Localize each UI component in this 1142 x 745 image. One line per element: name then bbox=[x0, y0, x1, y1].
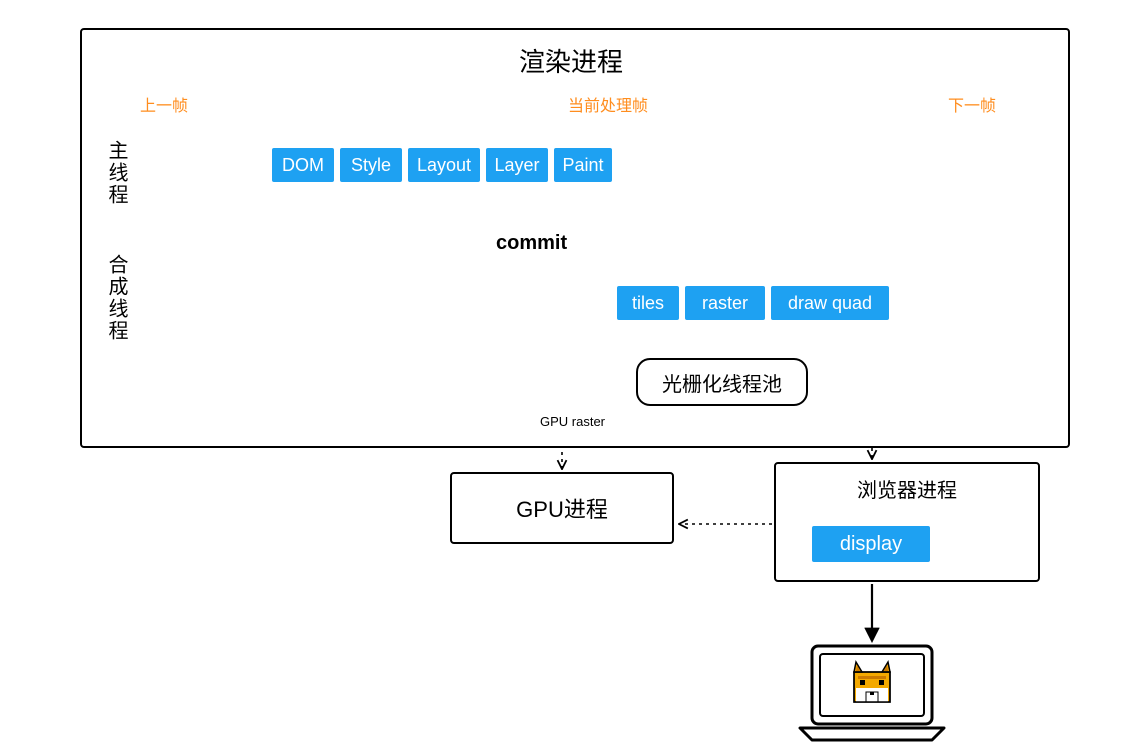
raster-pool-label: 光栅化线程池 bbox=[662, 368, 782, 397]
gpu-raster-label: GPU raster bbox=[540, 414, 605, 429]
gpu-process-label: GPU进程 bbox=[516, 492, 608, 524]
stage-style: Style bbox=[340, 148, 402, 182]
render-process-box bbox=[80, 28, 1070, 448]
stage-tiles: tiles bbox=[617, 286, 679, 320]
stage-paint: Paint bbox=[554, 148, 612, 182]
display-chip: display bbox=[812, 526, 930, 562]
commit-label: commit bbox=[496, 232, 567, 255]
stage-dom: DOM bbox=[272, 148, 334, 182]
diagram-stage: 渲染进程 上一帧 当前处理帧 下一帧 主线程 DOM Style Layout … bbox=[0, 0, 1142, 745]
gpu-process-box: GPU进程 bbox=[450, 472, 674, 544]
next-frame-label: 下一帧 bbox=[948, 92, 996, 116]
laptop-icon bbox=[798, 644, 946, 744]
raster-pool-box: 光栅化线程池 bbox=[636, 358, 808, 406]
browser-process-title: 浏览器进程 bbox=[774, 474, 1040, 503]
compositor-thread-label: 合成线程 bbox=[102, 254, 131, 342]
stage-drawquad: draw quad bbox=[771, 286, 889, 320]
stage-layout: Layout bbox=[408, 148, 480, 182]
stage-raster: raster bbox=[685, 286, 765, 320]
render-process-title: 渲染进程 bbox=[0, 42, 1142, 79]
stage-layer: Layer bbox=[486, 148, 548, 182]
current-frame-label: 当前处理帧 bbox=[568, 92, 648, 116]
prev-frame-label: 上一帧 bbox=[140, 92, 188, 116]
main-thread-label: 主线程 bbox=[102, 140, 131, 206]
